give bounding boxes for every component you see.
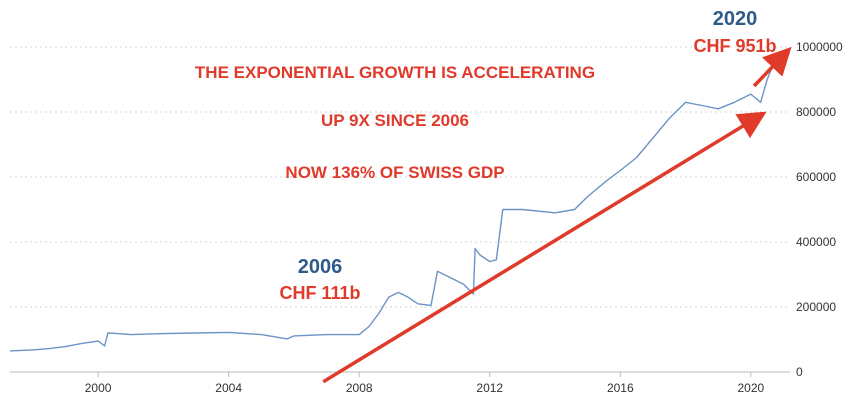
annotation-2006-value: CHF 111b	[279, 283, 360, 303]
grid-layer	[10, 46, 790, 373]
axis-layer: 0 200000 400000 600000 800000 1000000 2000 2004…	[10, 40, 843, 395]
annotation-2006-year: 2006	[298, 256, 343, 278]
y-tick-label-1: 200000	[796, 300, 836, 314]
annotation-gdp: NOW 136% OF SWISS GDP	[285, 163, 504, 182]
annotation-headline: THE EXPONENTIAL GROWTH IS ACCELERATING	[195, 63, 595, 82]
trend-arrow-1	[322, 111, 767, 384]
y-tick-label-3: 600000	[796, 170, 836, 184]
series-line-0	[9, 62, 781, 352]
series-layer	[9, 62, 781, 352]
y-tick-label-0: 0	[796, 365, 803, 379]
annotation-2020-year: 2020	[713, 8, 758, 30]
arrow-layer	[322, 46, 792, 384]
y-tick-label-4: 800000	[796, 105, 836, 119]
trend-arrow-2	[752, 46, 792, 88]
y-tick-label-2: 400000	[796, 235, 836, 249]
x-tick-label-5: 2020	[737, 381, 764, 395]
x-tick-label-1: 2004	[215, 381, 242, 395]
x-tick-label-0: 2000	[85, 381, 112, 395]
y-tick-label-5: 1000000	[796, 40, 843, 54]
annotation-2020-value: CHF 951b	[693, 36, 776, 56]
annotation-growth: UP 9X SINCE 2006	[321, 111, 469, 130]
x-tick-label-2: 2008	[346, 381, 373, 395]
x-tick-label-4: 2016	[607, 381, 634, 395]
x-tick-label-3: 2012	[476, 381, 503, 395]
